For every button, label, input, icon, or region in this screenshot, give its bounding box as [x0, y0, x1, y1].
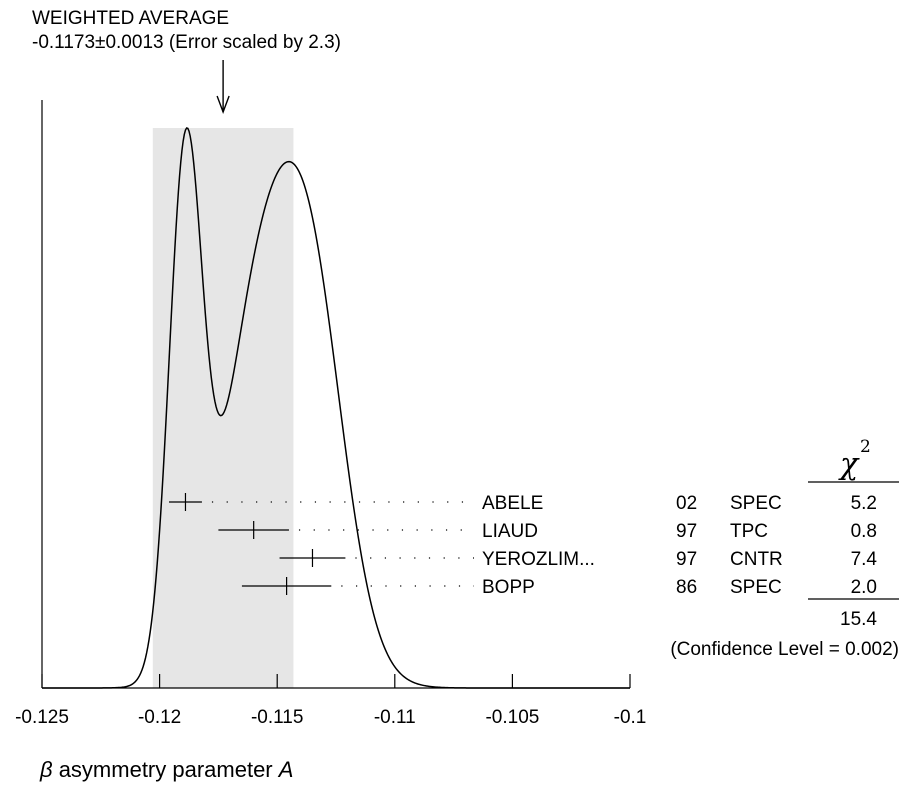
- weighted-average-title: WEIGHTED AVERAGE: [32, 8, 229, 29]
- x-tick-label: -0.12: [138, 707, 181, 728]
- measurement-author: ABELE: [482, 493, 543, 514]
- chi2-exponent: 2: [860, 437, 871, 457]
- measurement-year: 86: [676, 577, 697, 598]
- measurement-technique: SPEC: [730, 493, 782, 514]
- measurement-chi2: 7.4: [851, 549, 878, 570]
- chi2-symbol: χ: [838, 447, 860, 482]
- weighted-average-arrow: [216, 60, 230, 114]
- x-axis-label-text: asymmetry parameter: [53, 757, 279, 782]
- measurement-author: BOPP: [482, 577, 535, 598]
- x-tick-label: -0.115: [251, 707, 303, 728]
- measurement-author: LIAUD: [482, 521, 538, 542]
- measurement-row: ABELE 02 SPEC 5.2: [169, 493, 877, 514]
- measurement-chi2: 2.0: [851, 577, 877, 598]
- x-axis-tick-labels: -0.125 -0.12 -0.115 -0.11 -0.105 -0.1: [15, 707, 646, 728]
- x-axis-label-symbol: β: [39, 757, 53, 782]
- measurement-chi2: 0.8: [851, 521, 877, 542]
- x-tick-label: -0.125: [15, 707, 69, 728]
- chi2-total: 15.4: [840, 609, 877, 630]
- x-axis-ticks: [41, 674, 631, 688]
- measurement-chi2: 5.2: [851, 493, 877, 514]
- x-tick-label: -0.105: [485, 707, 539, 728]
- weighted-average-band: [152, 128, 294, 688]
- x-tick-label: -0.1: [614, 707, 647, 728]
- measurement-row: BOPP 86 SPEC 2.0: [241, 577, 877, 598]
- ideogram-curve: [42, 127, 630, 689]
- measurement-technique: TPC: [730, 521, 768, 542]
- x-axis-label-variable: A: [277, 757, 294, 782]
- measurement-year: 97: [676, 521, 697, 542]
- measurement-author: YEROZLIM...: [482, 549, 595, 570]
- measurement-row: YEROZLIM... 97 CNTR 7.4: [279, 549, 878, 570]
- x-axis-label: β asymmetry parameter A: [39, 757, 293, 782]
- measurement-technique: CNTR: [730, 549, 783, 570]
- measurement-technique: SPEC: [730, 577, 782, 598]
- measurement-row: LIAUD 97 TPC 0.8: [218, 521, 877, 542]
- weighted-average-value: -0.1173±0.0013 (Error scaled by 2.3): [32, 32, 341, 53]
- measurement-year: 02: [676, 493, 697, 514]
- confidence-level: (Confidence Level = 0.002): [670, 639, 899, 660]
- measurement-year: 97: [676, 549, 697, 570]
- x-tick-label: -0.11: [374, 707, 416, 728]
- measurements: ABELE 02 SPEC 5.2 LIAUD 97 TPC 0.8 YEROZLIM... 97…: [169, 493, 877, 598]
